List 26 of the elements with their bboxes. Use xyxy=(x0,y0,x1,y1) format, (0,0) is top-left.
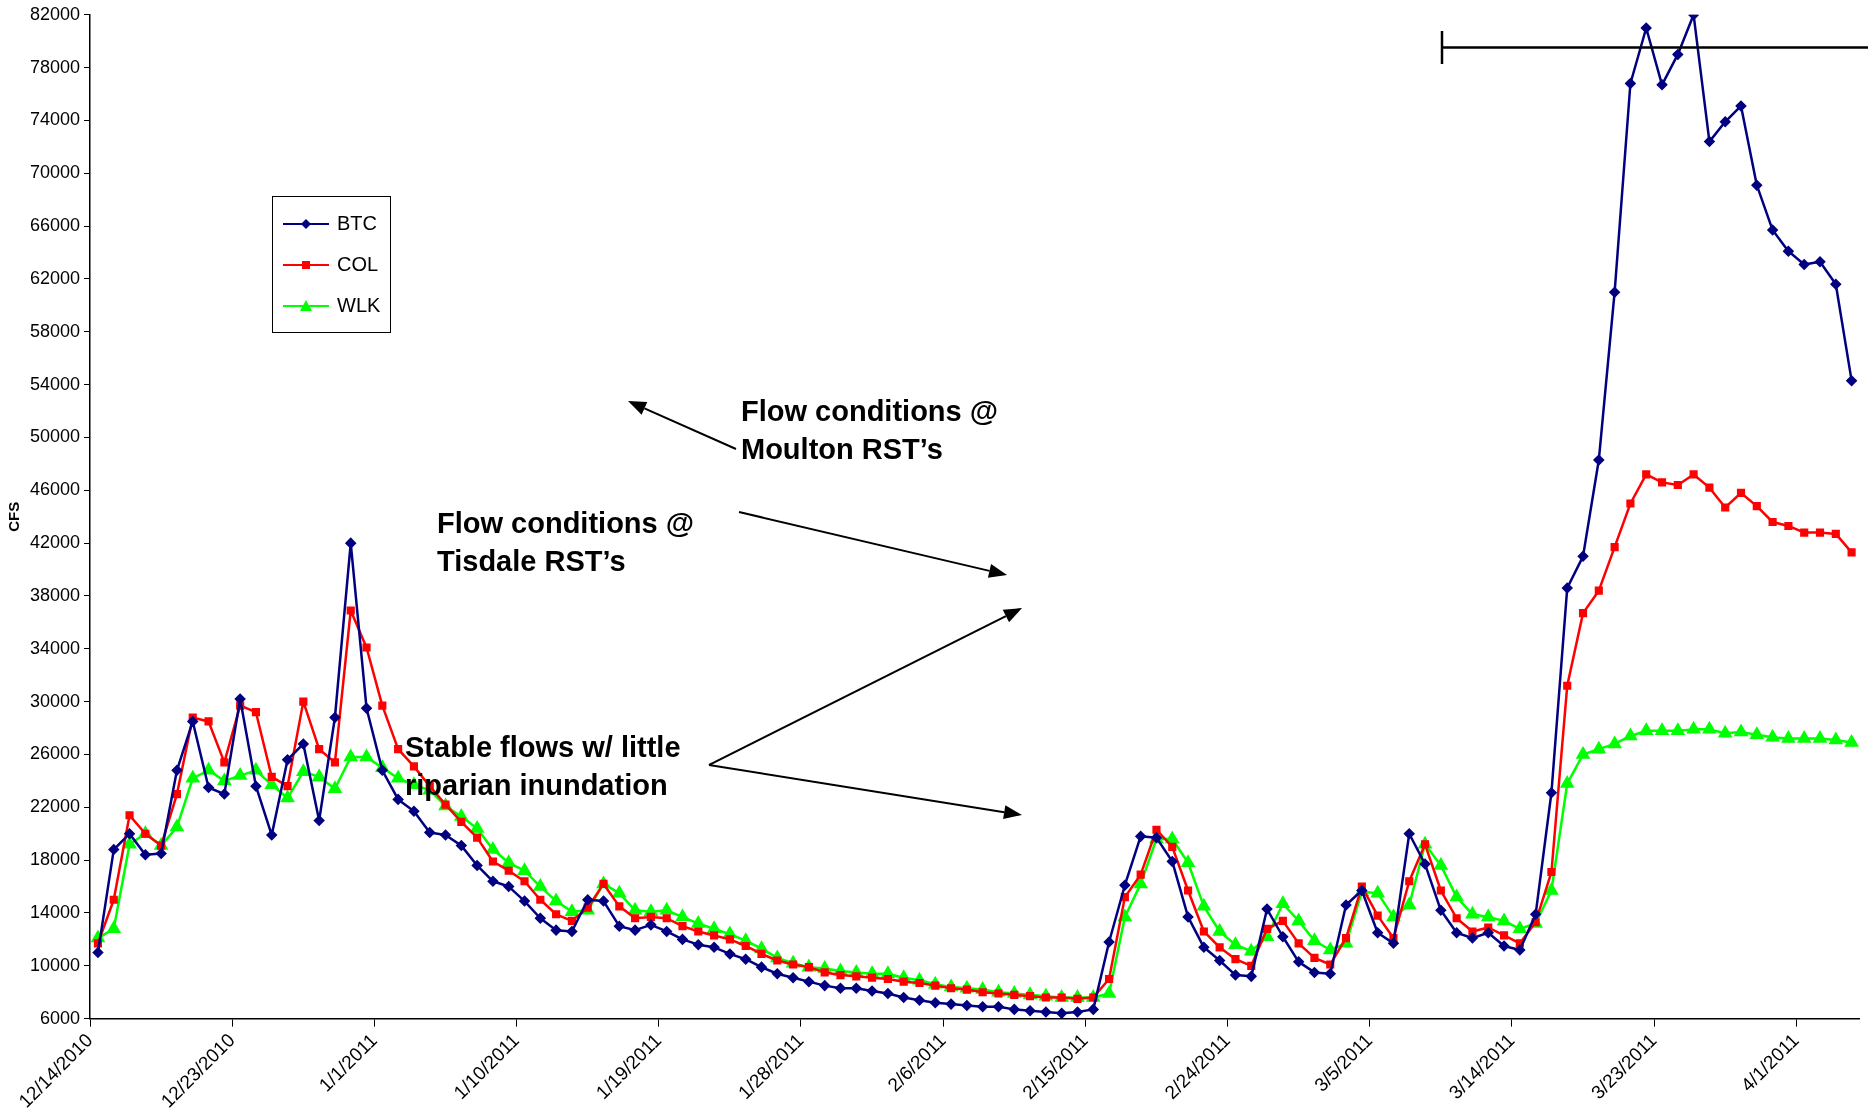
y-tick-label: 70000 xyxy=(29,162,81,183)
y-tick-label: 10000 xyxy=(29,954,81,975)
legend-label: BTC xyxy=(337,212,377,235)
y-tick-label: 78000 xyxy=(29,56,81,77)
y-tick-label: 42000 xyxy=(29,532,81,553)
y-tick-label: 54000 xyxy=(29,373,81,394)
y-tick-label: 30000 xyxy=(29,690,81,711)
y-tick-label: 46000 xyxy=(29,479,81,500)
y-tick-label: 66000 xyxy=(29,215,81,236)
y-tick-label: 58000 xyxy=(29,320,81,341)
y-tick-label: 6000 xyxy=(40,1007,81,1028)
y-tick-label: 38000 xyxy=(29,584,81,605)
y-tick-label: 74000 xyxy=(29,109,81,130)
y-tick-label: 82000 xyxy=(29,3,81,24)
y-tick-label: 18000 xyxy=(29,849,81,870)
legend-label: WLK xyxy=(337,294,381,317)
y-tick-label: 22000 xyxy=(29,796,81,817)
legend-label: COL xyxy=(337,253,379,276)
y-tick-label: 14000 xyxy=(29,901,81,922)
y-axis-title: CFS xyxy=(5,501,23,532)
annotation: Flow conditions @ Moulton RST’s xyxy=(741,394,1000,467)
annotation: Flow conditions @ Tisdale RST’s xyxy=(437,506,696,579)
y-tick-label: 50000 xyxy=(29,426,81,447)
y-tick-label: 62000 xyxy=(29,267,81,288)
y-tick-label: 26000 xyxy=(29,743,81,764)
y-tick-label: 34000 xyxy=(29,637,81,658)
